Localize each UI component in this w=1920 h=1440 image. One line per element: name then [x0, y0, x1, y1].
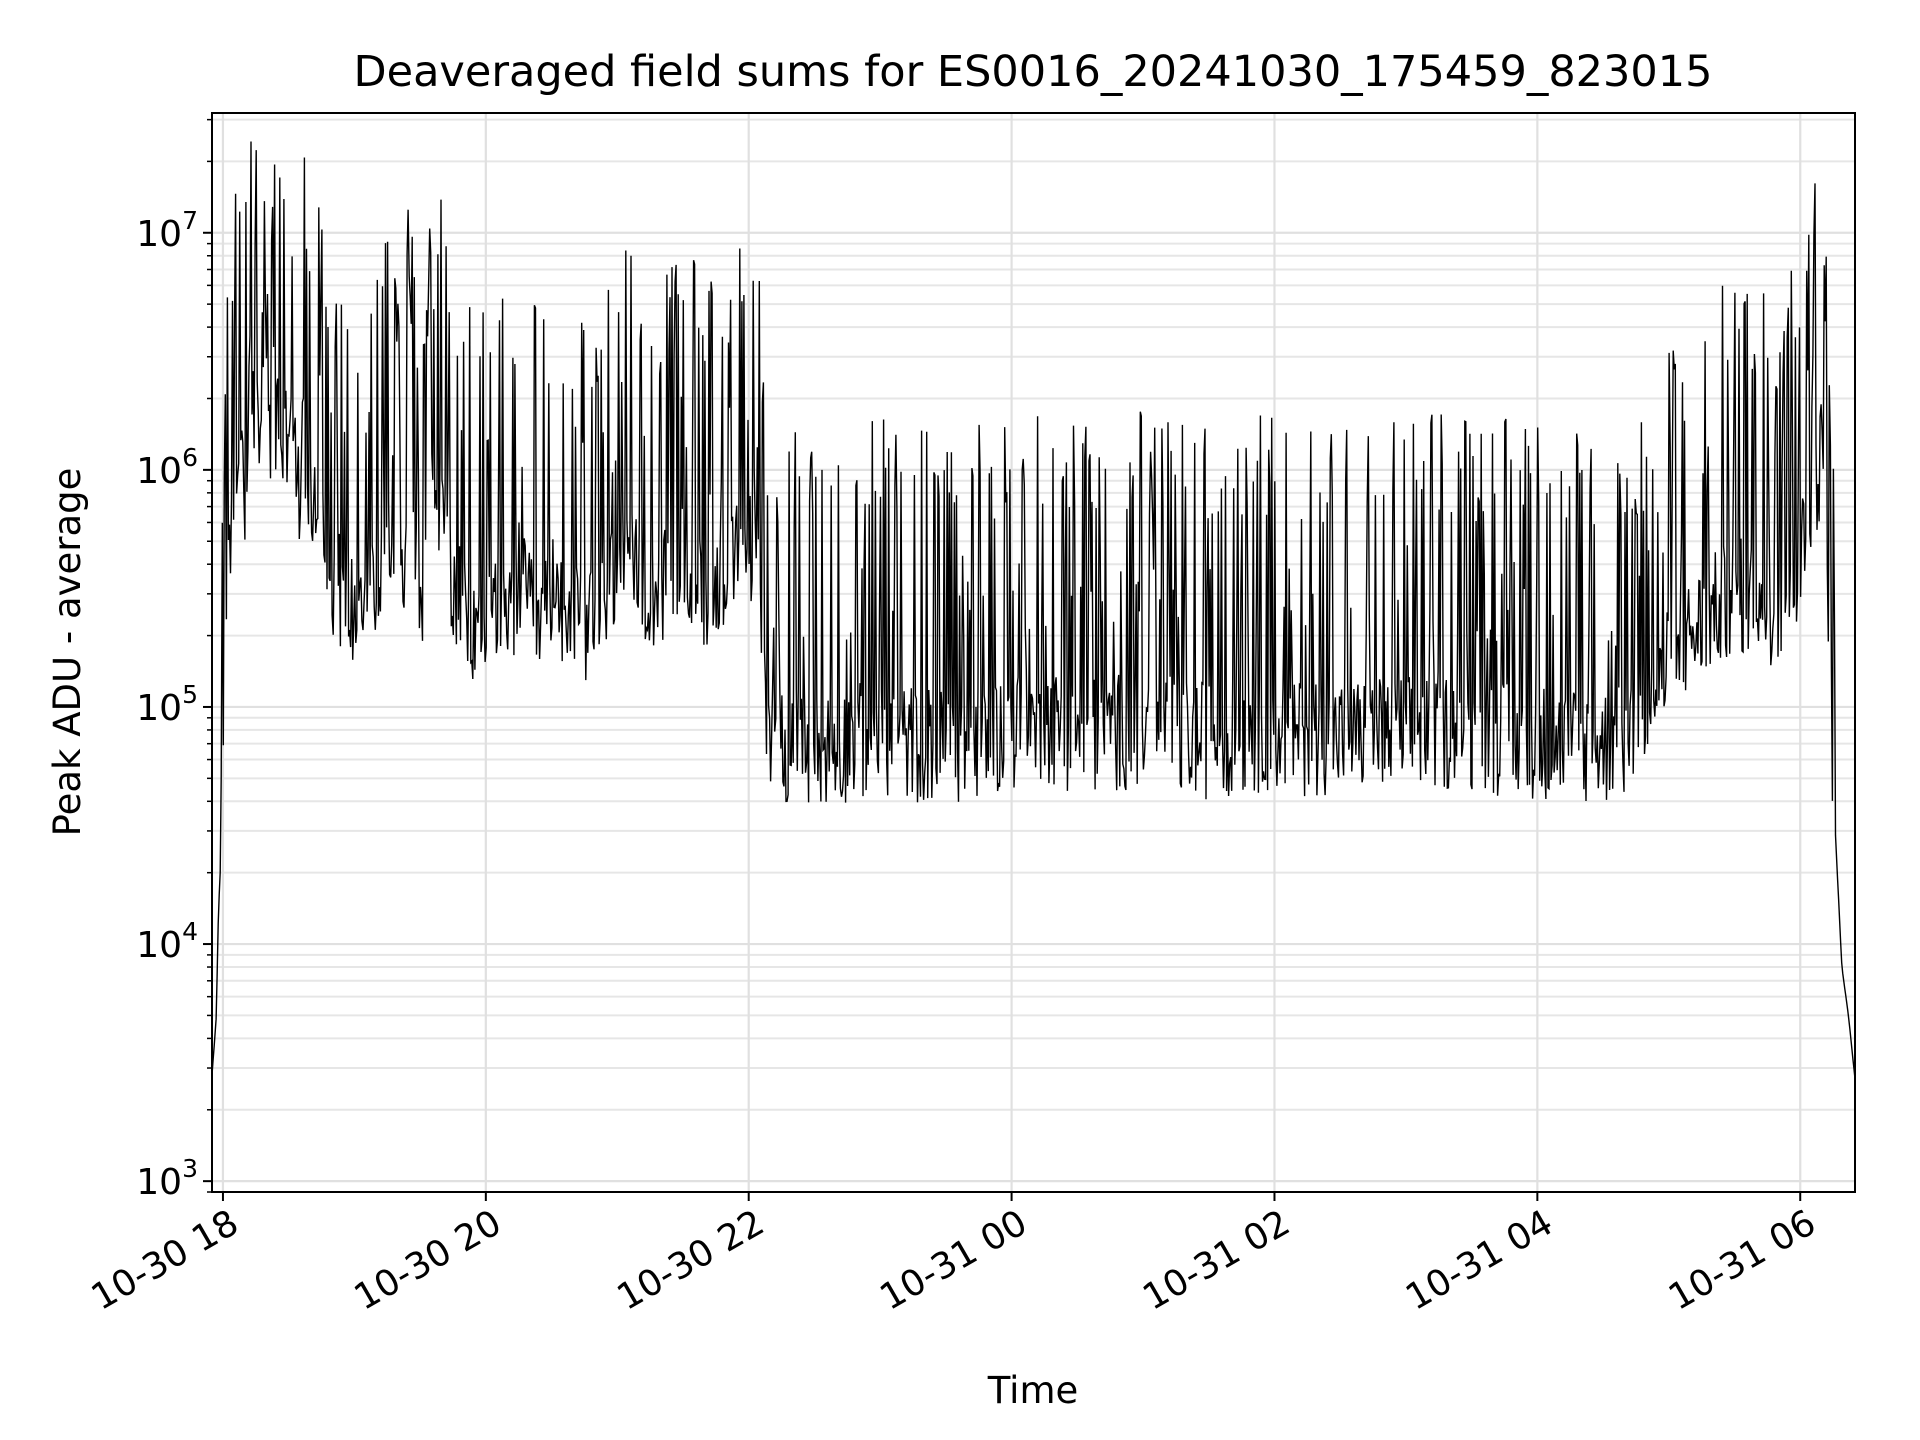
y-axis-label: Peak ADU - average — [46, 468, 89, 837]
series-layer — [211, 141, 1856, 1079]
y-tick-label: 103 — [136, 1154, 198, 1203]
y-tick-label: 107 — [136, 206, 198, 255]
chart-title: Deaveraged field sums for ES0016_2024103… — [354, 47, 1713, 97]
plot-frame — [211, 112, 1856, 1193]
y-ticks: 103 104 105 106 107 — [136, 118, 212, 1203]
y-tick-label: 106 — [136, 443, 198, 492]
series-line — [211, 141, 1856, 1079]
y-tick-label: 105 — [136, 680, 198, 729]
y-tick-label: 104 — [136, 917, 198, 966]
x-axis-label: Time — [987, 1369, 1079, 1412]
